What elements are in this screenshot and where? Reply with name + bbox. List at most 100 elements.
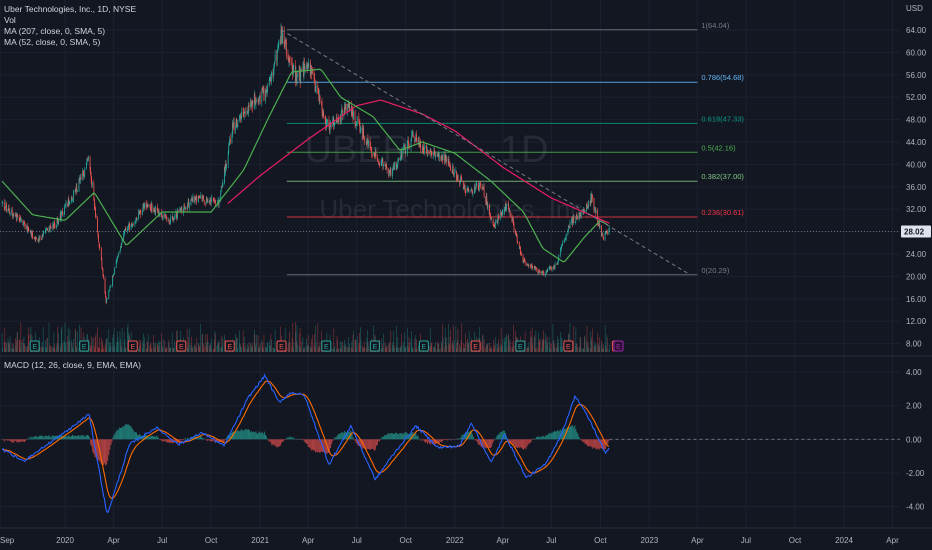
- volume-bar: [315, 325, 316, 352]
- fibonacci-retracement[interactable]: 1(64.04)0.786(54.68)0.618(47.33)0.5(42.1…: [286, 21, 745, 276]
- candle-body: [323, 112, 325, 117]
- candle-body: [42, 234, 44, 238]
- candle-body: [76, 191, 78, 193]
- macd-histogram-bar: [137, 435, 139, 440]
- macd-histogram-bar: [315, 439, 317, 453]
- candle-body: [201, 195, 203, 199]
- volume-bar: [498, 347, 500, 352]
- candle-body: [386, 167, 388, 170]
- candle-body: [103, 274, 104, 279]
- macd-histogram-bar: [304, 439, 306, 443]
- volume-bar: [590, 337, 592, 352]
- candle-body: [224, 166, 226, 173]
- candle-body: [313, 72, 315, 79]
- macd-histogram-bar: [494, 438, 496, 440]
- macd-histogram-bar: [245, 429, 247, 440]
- volume-bar: [291, 346, 292, 352]
- volume-bar: [113, 334, 114, 352]
- candle-body: [12, 214, 14, 216]
- volume-legend[interactable]: Vol: [4, 15, 16, 25]
- macd-histogram-bar: [490, 439, 492, 449]
- candle-body: [161, 212, 162, 217]
- candle-body: [497, 216, 499, 224]
- candle-body: [408, 140, 409, 144]
- macd-histogram-bar: [259, 432, 261, 440]
- candle-body: [12, 215, 14, 217]
- candle-body: [491, 219, 492, 220]
- candle-body: [173, 216, 175, 219]
- volume-bar: [18, 340, 20, 352]
- candle-body: [209, 200, 210, 203]
- macd-histogram-bar: [461, 435, 463, 440]
- macd-histogram-bar: [297, 439, 299, 440]
- volume-bar: [430, 343, 432, 352]
- macd-histogram-bar: [221, 439, 223, 442]
- macd-histogram-bar: [143, 436, 145, 440]
- candle-body: [545, 271, 547, 274]
- macd-histogram-bar: [449, 438, 451, 440]
- macd-histogram-bar: [323, 439, 325, 453]
- candle-body: [489, 205, 490, 214]
- volume-bar: [573, 325, 575, 352]
- macd-histogram-bar: [433, 439, 435, 445]
- candle-body: [397, 162, 399, 166]
- ma-short-legend[interactable]: MA (52, close, 0, SMA, 5): [4, 37, 101, 47]
- macd-histogram-bar: [124, 425, 126, 440]
- candle-body: [94, 206, 96, 209]
- macd-histogram-bar: [128, 424, 130, 440]
- macd-histogram-bar: [19, 439, 21, 443]
- candle-body: [98, 236, 100, 243]
- macd-histogram-bar: [529, 439, 531, 444]
- candle-body: [69, 201, 71, 203]
- volume-bar: [561, 337, 562, 352]
- macd-histogram-bar: [519, 439, 521, 448]
- ma-long-legend[interactable]: MA (207, close, 0, SMA, 5): [4, 26, 106, 36]
- volume-bar: [512, 347, 513, 352]
- candle-body: [468, 188, 470, 192]
- candle-body: [520, 253, 522, 254]
- candle-body: [314, 78, 315, 80]
- macd-histogram-bar: [288, 437, 290, 440]
- trend-line[interactable]: [281, 29, 689, 275]
- candle-body: [49, 228, 50, 232]
- candle-body: [393, 166, 395, 170]
- volume-bar: [411, 331, 412, 352]
- macd-histogram-bar: [134, 431, 136, 440]
- macd-histogram-bar: [403, 432, 405, 440]
- earnings-marker-label: E: [473, 344, 478, 351]
- volume-bar: [118, 341, 119, 352]
- candle-body: [190, 199, 192, 206]
- volume-bar: [546, 345, 547, 352]
- volume-bar: [26, 347, 28, 352]
- candle-body: [269, 77, 271, 80]
- volume-bar: [246, 348, 248, 352]
- macd-histogram-bar: [523, 439, 525, 450]
- macd-histogram-bar: [27, 439, 29, 440]
- candle-body: [127, 228, 129, 230]
- volume-bar: [209, 345, 210, 352]
- candle-body: [67, 203, 69, 207]
- candle-body: [28, 228, 30, 231]
- macd-histogram-bar: [411, 432, 413, 440]
- candle-body: [344, 107, 346, 110]
- macd-legend[interactable]: MACD (12, 26, close, 9, EMA, EMA): [4, 360, 141, 370]
- candle-body: [420, 141, 422, 149]
- candle-body: [202, 196, 204, 199]
- candle-body: [151, 203, 153, 211]
- volume-bar: [412, 348, 414, 352]
- macd-histogram-bar: [205, 438, 207, 440]
- candle-body: [136, 217, 137, 221]
- volume-bar: [124, 348, 126, 352]
- candle-body: [54, 225, 56, 227]
- candle-body: [487, 205, 489, 208]
- macd-histogram-bar: [369, 439, 371, 450]
- volume-bar: [162, 346, 163, 352]
- time-tick-label: 2024: [835, 536, 853, 545]
- macd-histogram-bar: [96, 439, 98, 460]
- volume-bar: [198, 344, 200, 352]
- volume-bar: [94, 348, 96, 352]
- symbol-title[interactable]: Uber Technologies, Inc., 1D, NYSE: [4, 4, 137, 14]
- candle-body: [541, 271, 543, 274]
- earnings-marker-label: E: [422, 344, 427, 351]
